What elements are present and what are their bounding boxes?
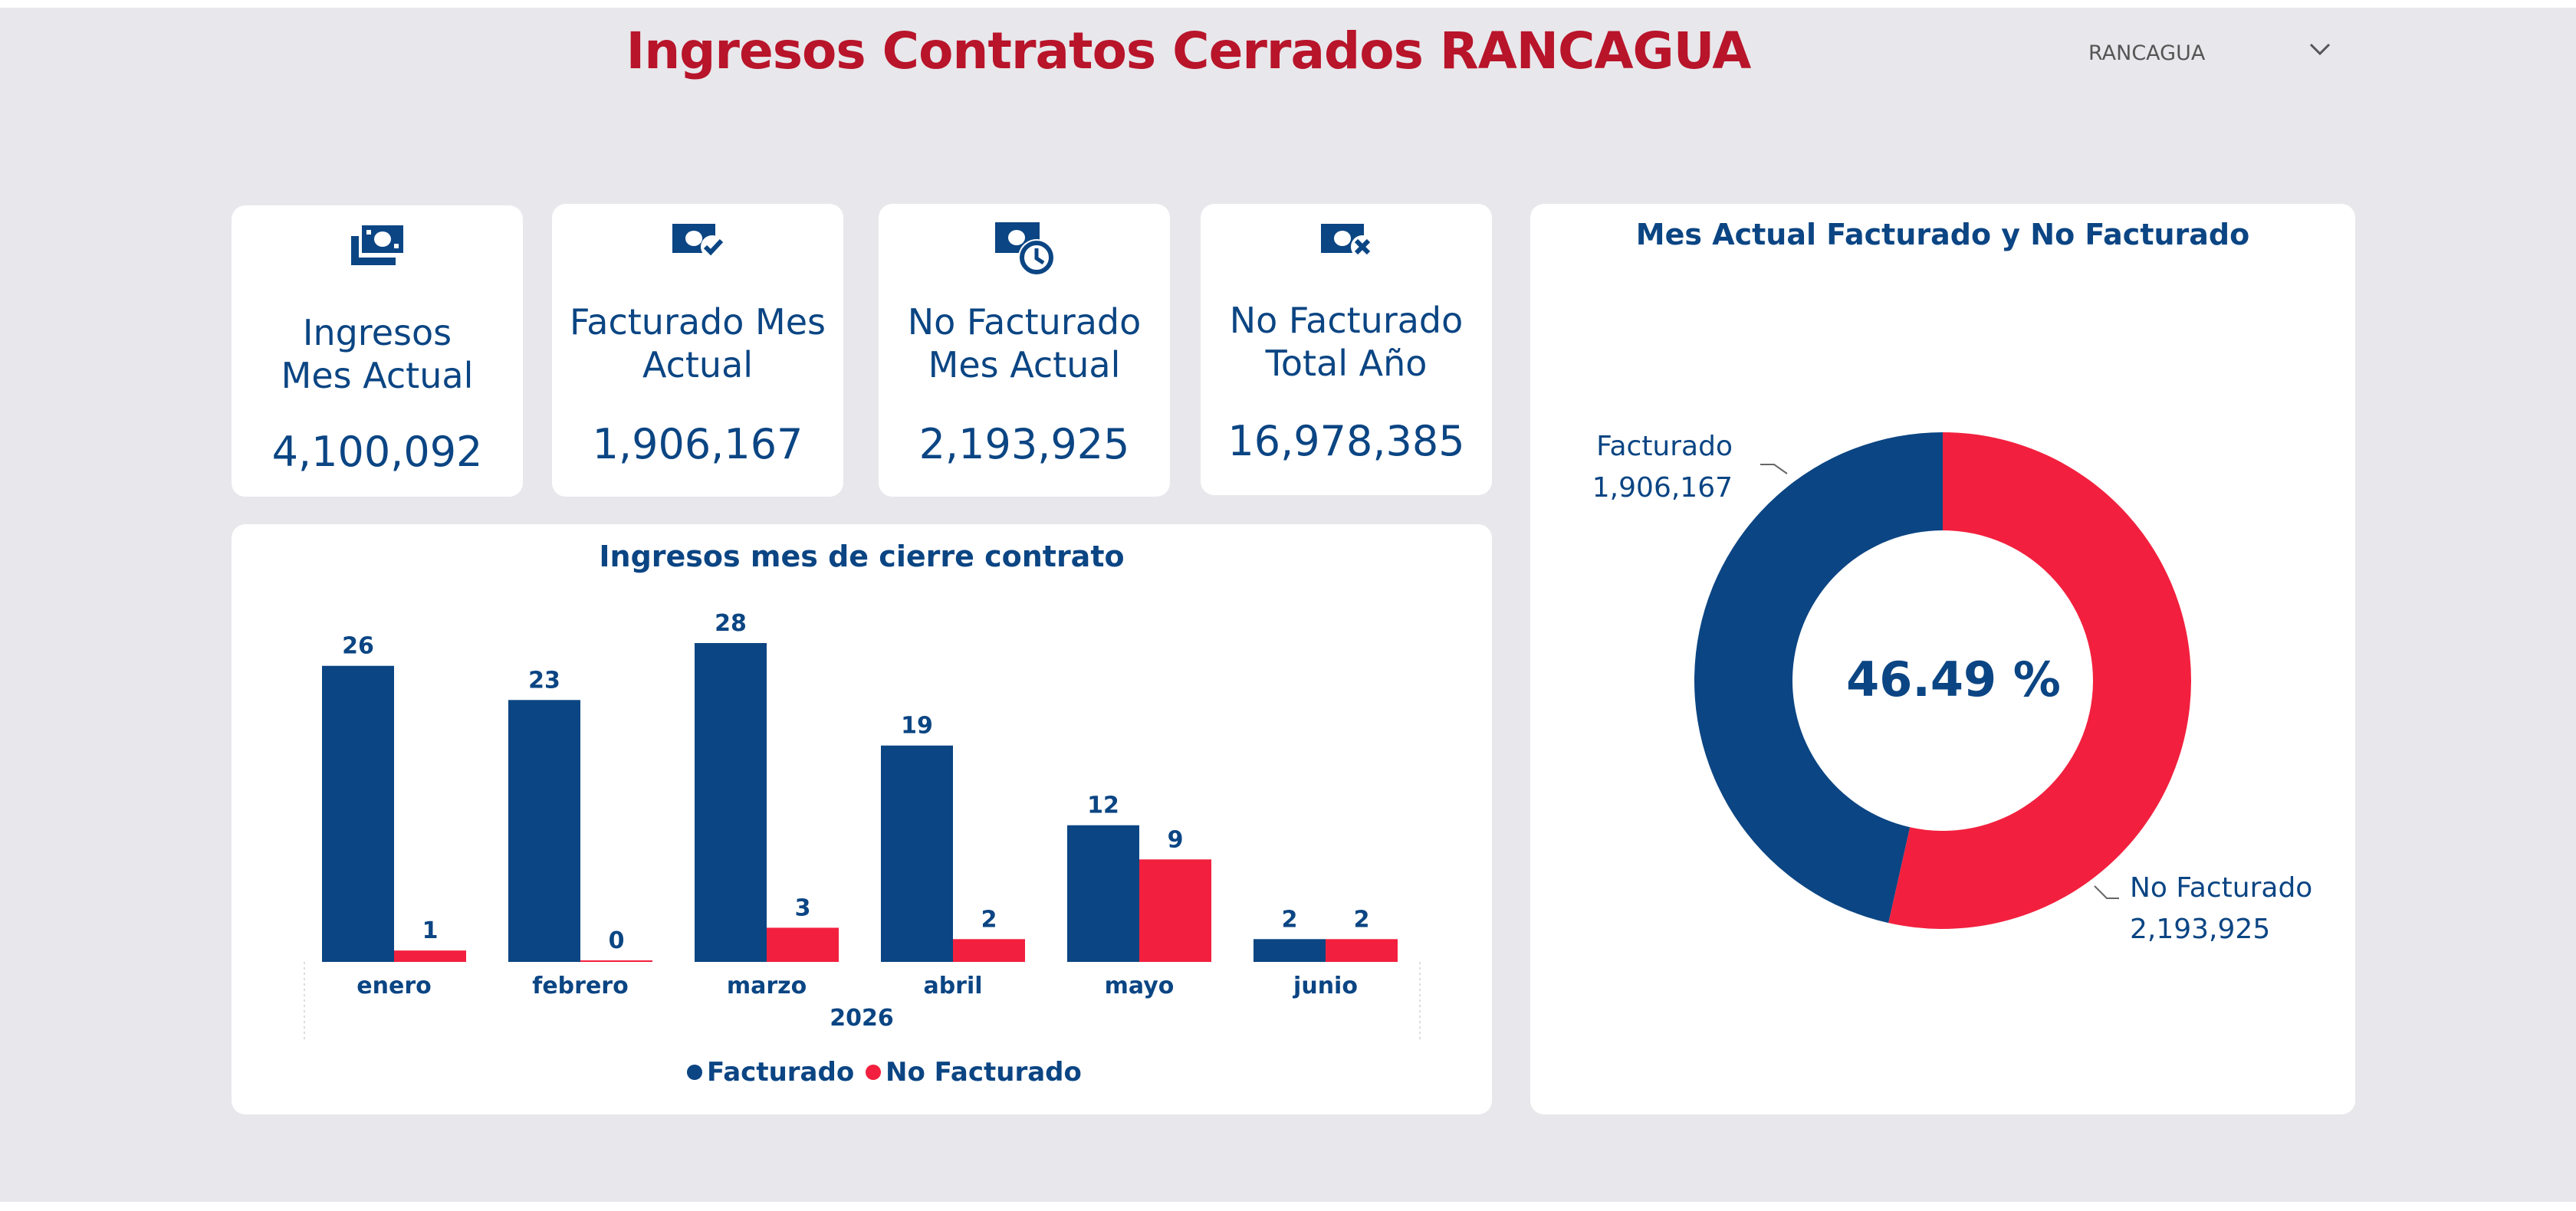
kpi-label: No Facturado Total Año <box>1229 300 1464 384</box>
kpi-card-no-facturado-ano: No Facturado Total Año 16,978,385 <box>1201 204 1492 495</box>
slicer-value: RANCAGUA <box>2088 41 2206 65</box>
data-label: 23 <box>528 667 560 694</box>
city-slicer[interactable]: RANCAGUA <box>2078 34 2338 74</box>
x-tick-label: marzo <box>727 973 807 999</box>
kpi-card-ingresos: Ingresos Mes Actual 4,100,092 <box>232 205 523 497</box>
kpi-value: 4,100,092 <box>271 428 483 476</box>
bar-facturado <box>1067 825 1139 962</box>
bar-no-facturado <box>394 950 466 962</box>
slice-name-label: No Facturado <box>2130 872 2312 904</box>
bar-no-facturado <box>1326 939 1398 962</box>
data-label: 2 <box>1282 906 1298 933</box>
bar-facturado <box>322 665 394 962</box>
donut-chart-title: Mes Actual Facturado y No Facturado <box>1635 218 2250 251</box>
donut-center-label: 46.49 % <box>1846 651 2061 707</box>
bar-chart: 26 1 enero 23 0 febrero 28 3 marzo 19 2 abril 12 9 may… <box>304 610 1421 1088</box>
donut-slice-no-facturado <box>1888 432 2191 929</box>
data-label: 9 <box>1168 826 1184 853</box>
x-tick-label: mayo <box>1105 973 1175 999</box>
x-tick-label: enero <box>356 973 431 999</box>
legend-marker <box>687 1065 702 1080</box>
donut-chart-card: Mes Actual Facturado y No Facturado 46.4… <box>1530 204 2355 1114</box>
kpi-label: Ingresos Mes Actual <box>281 312 474 396</box>
data-label: 0 <box>609 927 625 954</box>
bar-chart-title: Ingresos mes de cierre contrato <box>599 540 1125 573</box>
slice-value-label: 1,906,167 <box>1592 472 1733 504</box>
data-label: 3 <box>795 894 811 921</box>
page-title: Ingresos Contratos Cerrados RANCAGUA <box>626 21 1752 80</box>
slice-value-label: 2,193,925 <box>2130 914 2270 945</box>
kpi-value: 1,906,167 <box>592 420 803 468</box>
money-icon <box>351 225 403 265</box>
legend-label: Facturado <box>707 1057 854 1088</box>
bar-facturado <box>508 700 580 962</box>
leader-line <box>1760 464 1788 474</box>
bar-no-facturado <box>580 960 652 962</box>
money-check-icon <box>672 224 724 258</box>
legend: Facturado No Facturado <box>687 1057 1082 1088</box>
kpi-label: Facturado Mes Actual <box>570 301 826 386</box>
x-axis-label: 2026 <box>830 1005 894 1032</box>
kpi-card-facturado: Facturado Mes Actual 1,906,167 <box>552 204 843 497</box>
bar-no-facturado <box>953 939 1025 962</box>
x-tick-label: febrero <box>532 973 628 999</box>
data-label: 12 <box>1087 793 1119 819</box>
bar-facturado <box>695 643 767 962</box>
bar-chart-card: Ingresos mes de cierre contrato 26 1 enero… <box>232 524 1492 1114</box>
data-label: 19 <box>901 713 933 740</box>
data-label: 2 <box>981 906 997 933</box>
slice-name-label: Facturado <box>1596 431 1733 462</box>
bar-facturado <box>881 745 953 962</box>
kpi-label: No Facturado Mes Actual <box>907 301 1142 386</box>
data-label: 1 <box>422 917 439 944</box>
bar-no-facturado <box>767 927 839 962</box>
legend-label: No Facturado <box>886 1057 1082 1088</box>
kpi-value: 2,193,925 <box>918 420 1130 468</box>
money-clock-icon <box>995 222 1055 276</box>
x-tick-label: abril <box>923 973 982 999</box>
report-canvas: Ingresos Contratos Cerrados RANCAGUA RAN… <box>0 8 2576 1202</box>
donut-chart: 46.49 % Facturado 1,906,167 No Facturado 2,1… <box>1592 431 2313 945</box>
bar-no-facturado <box>1139 859 1211 962</box>
x-tick-label: junio <box>1293 973 1358 999</box>
leader-line <box>2094 885 2119 899</box>
legend-marker <box>866 1065 881 1080</box>
data-label: 26 <box>342 633 374 660</box>
bar-facturado <box>1254 939 1326 962</box>
data-label: 2 <box>1354 906 1370 933</box>
donut-slice-facturado <box>1694 432 1943 924</box>
chevron-down-icon[interactable] <box>2305 38 2335 61</box>
data-label: 28 <box>715 610 747 637</box>
money-x-icon <box>1321 224 1373 258</box>
kpi-card-no-facturado: No Facturado Mes Actual 2,193,925 <box>879 204 1170 497</box>
kpi-value: 16,978,385 <box>1227 417 1465 465</box>
